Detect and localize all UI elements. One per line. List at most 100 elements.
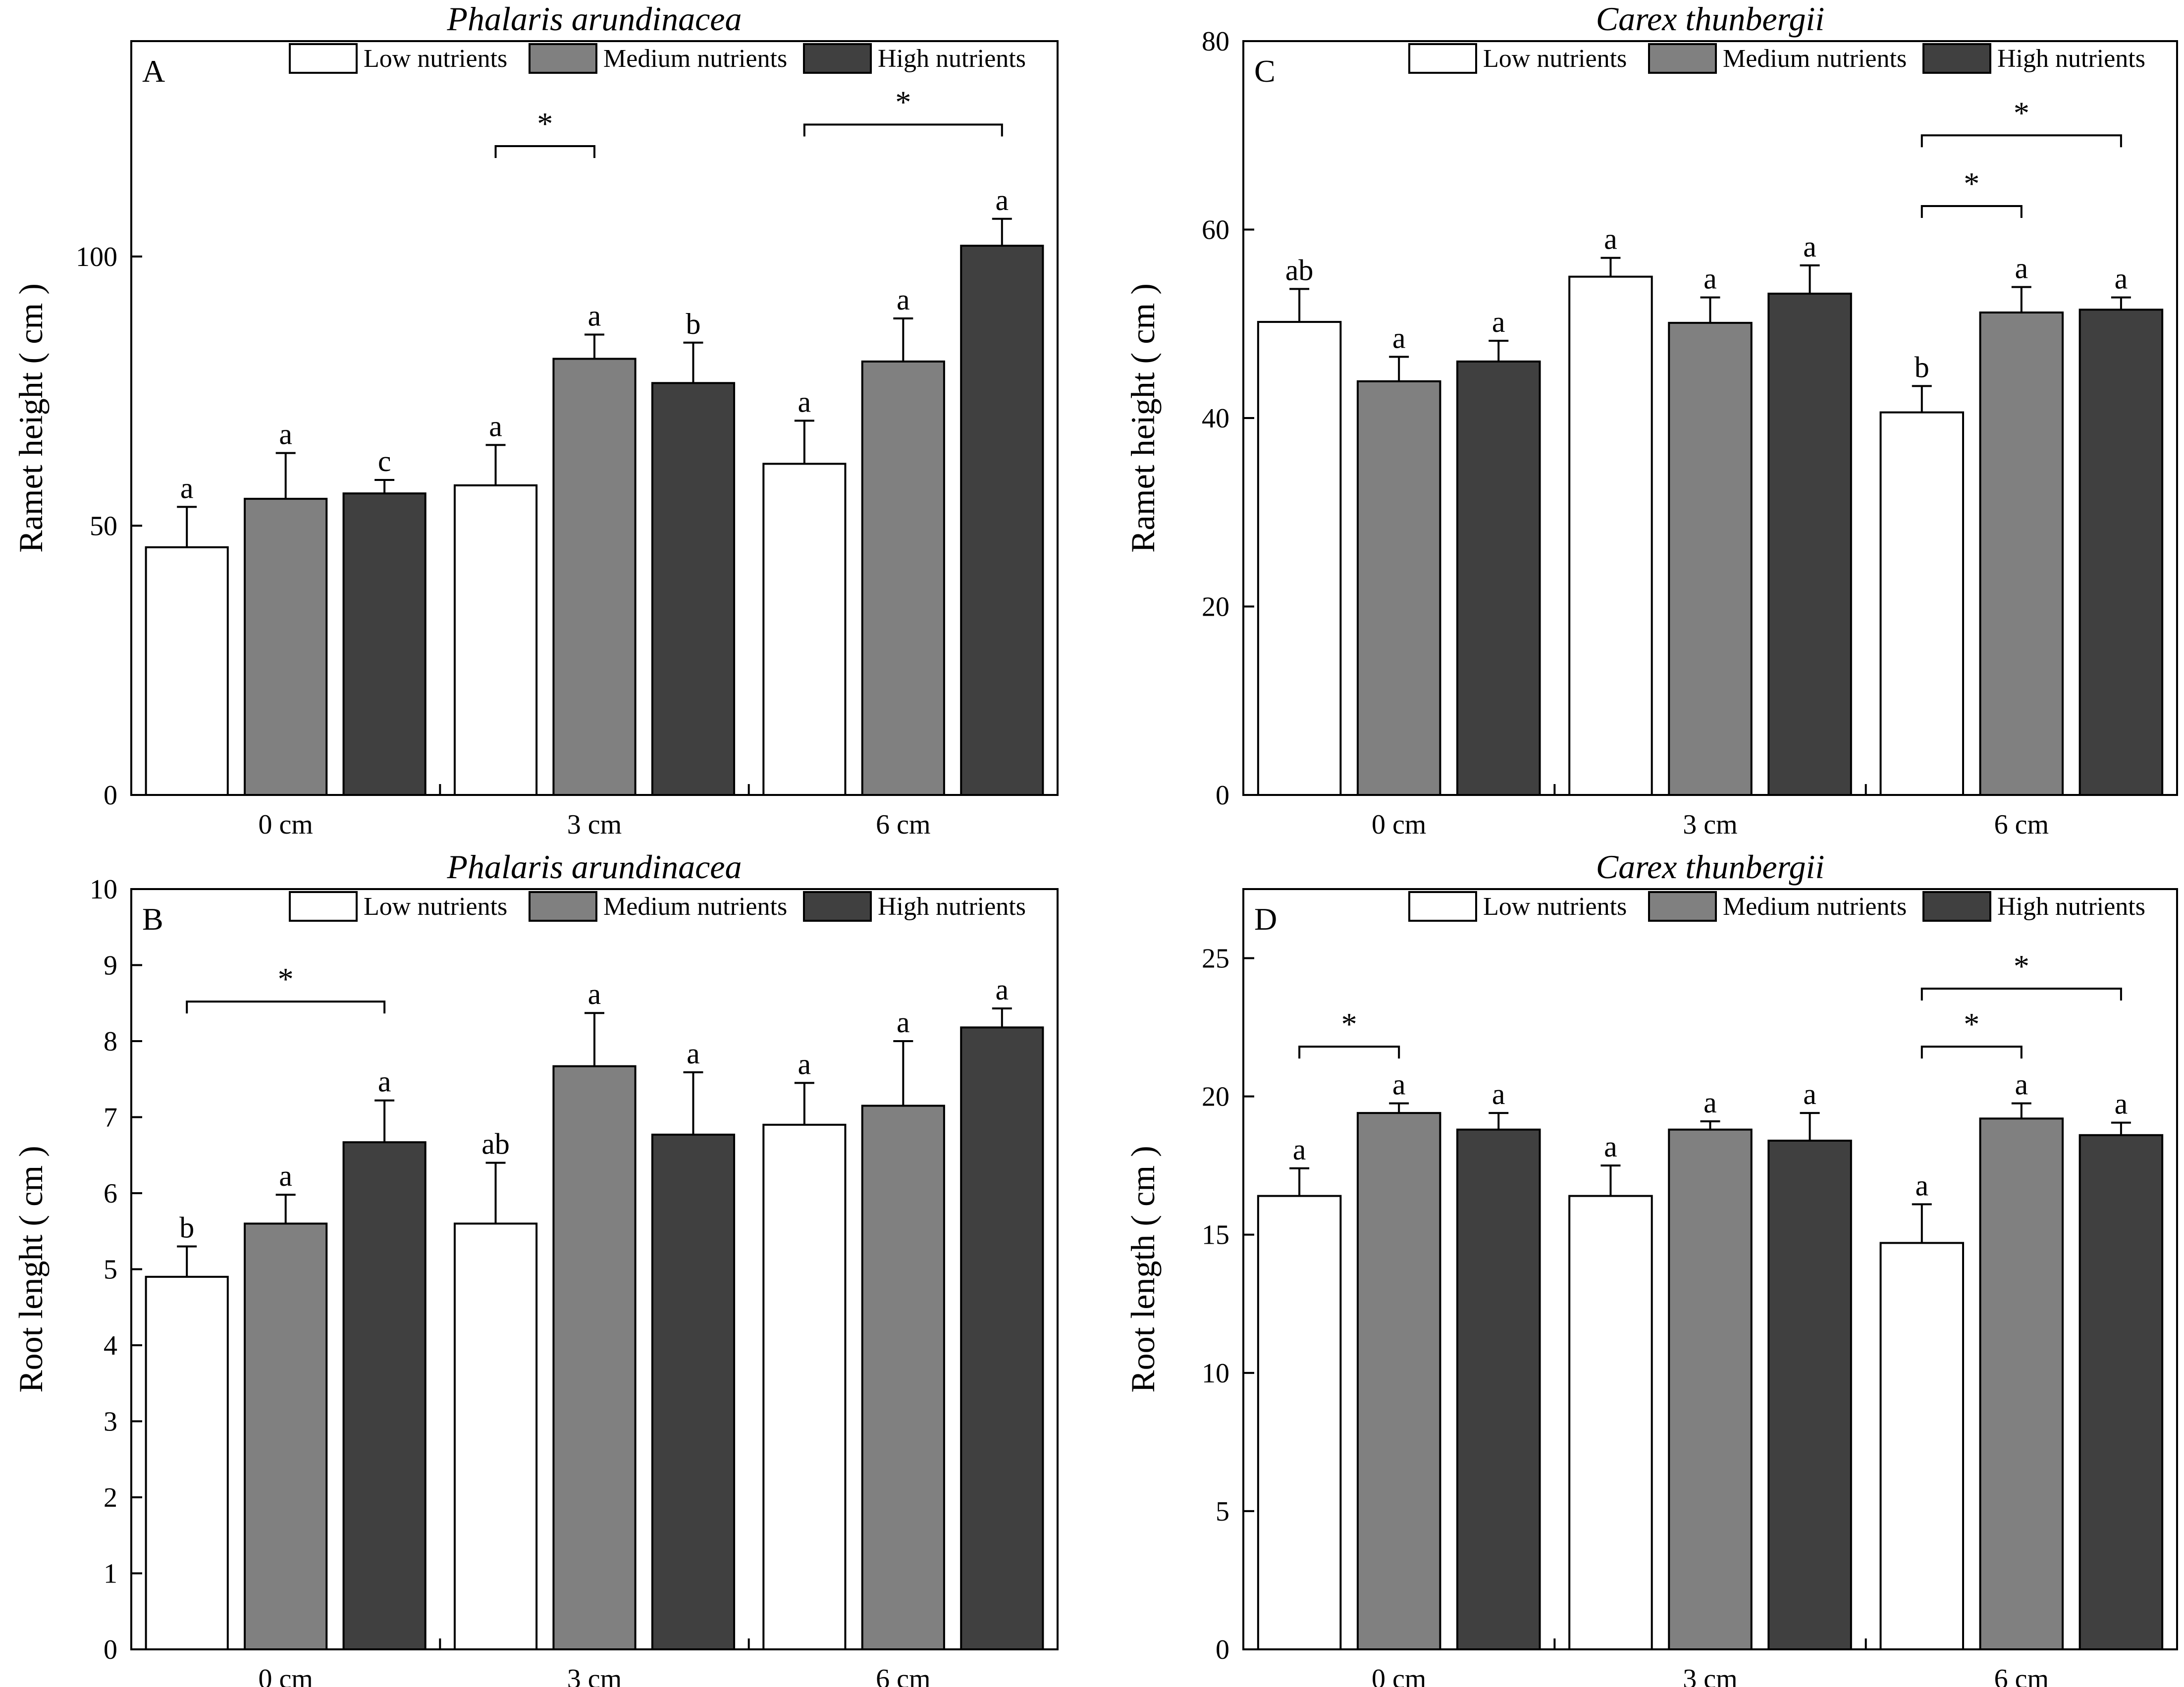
significance-letter: a xyxy=(687,1037,700,1070)
bar xyxy=(1456,360,1541,796)
bar xyxy=(244,1222,328,1650)
significance-letter: a xyxy=(1604,223,1617,256)
significance-letter: a xyxy=(588,978,601,1010)
panel-b: Phalaris arundinacea Root lenght ( cm ) 0 1… xyxy=(12,848,1059,1687)
y-tick-label: 100 xyxy=(76,242,117,272)
significance-star: * xyxy=(1964,166,1979,201)
bar xyxy=(1879,411,1965,796)
legend-swatch xyxy=(1922,891,1991,922)
significance-letter: a xyxy=(1704,1086,1717,1119)
bar xyxy=(861,360,945,796)
bar xyxy=(960,1026,1044,1651)
bar xyxy=(1356,1112,1441,1650)
significance-bracket xyxy=(803,123,1003,137)
legend-label: High nutrients xyxy=(878,893,1026,921)
category-label: 6 cm xyxy=(1994,1664,2049,1687)
panel-letter: A xyxy=(142,53,165,89)
significance-letter: a xyxy=(897,283,910,316)
y-tick-label: 40 xyxy=(1202,403,1229,434)
y-tick-label: 20 xyxy=(1202,1082,1229,1112)
significance-letter: a xyxy=(180,472,194,504)
y-tick-label: 10 xyxy=(90,874,117,905)
significance-bracket xyxy=(186,1001,386,1014)
bar xyxy=(145,1275,229,1651)
significance-letter: b xyxy=(1915,351,1929,383)
bar xyxy=(145,546,229,796)
category-label: 6 cm xyxy=(1994,809,2049,840)
category-label: 3 cm xyxy=(567,809,622,840)
significance-letter: a xyxy=(995,973,1009,1006)
legend-label: Medium nutrients xyxy=(1723,893,1907,921)
legend-label: Low nutrients xyxy=(364,893,507,921)
bar xyxy=(1456,1128,1541,1650)
panel-a: Phalaris arundinacea Ramet height ( cm ) 0… xyxy=(12,0,1059,840)
significance-letter: a xyxy=(1293,1133,1306,1166)
legend-swatch xyxy=(1408,43,1477,74)
bar xyxy=(342,1141,426,1650)
significance-letter: a xyxy=(378,1065,391,1098)
chart-title: Phalaris arundinacea xyxy=(447,848,742,886)
legend-swatch xyxy=(529,891,597,922)
bar xyxy=(651,1133,736,1650)
significance-letter: ab xyxy=(481,1128,510,1160)
category-label: 0 cm xyxy=(258,1664,313,1687)
y-tick-label: 50 xyxy=(90,511,117,541)
legend-swatch xyxy=(1648,43,1717,74)
y-tick-label: 3 xyxy=(104,1407,117,1437)
panel-letter: D xyxy=(1254,901,1277,937)
bar xyxy=(1979,1117,2064,1651)
significance-letter: b xyxy=(686,308,700,340)
y-tick-label: 0 xyxy=(104,780,117,811)
significance-letter: a xyxy=(1803,230,1816,263)
category-label: 0 cm xyxy=(1372,1664,1426,1687)
chart-title: Carex thunbergii xyxy=(1596,848,1824,886)
significance-letter: a xyxy=(1604,1130,1617,1163)
significance-letter: a xyxy=(588,299,601,332)
significance-letter: a xyxy=(1392,1068,1406,1101)
bar xyxy=(861,1105,945,1651)
y-axis-label: Root lenght ( cm ) xyxy=(12,1146,50,1393)
significance-star: * xyxy=(2014,95,2029,130)
significance-letter: a xyxy=(2115,262,2128,295)
y-tick-label: 2 xyxy=(104,1482,117,1513)
legend: Low nutrients Medium nutrients High nutrie… xyxy=(289,891,1026,922)
legend-label: Low nutrients xyxy=(1483,893,1627,921)
significance-bracket xyxy=(494,145,595,158)
y-tick-label: 0 xyxy=(104,1634,117,1665)
legend-label: Medium nutrients xyxy=(603,45,787,73)
legend-swatch xyxy=(289,43,358,74)
bar xyxy=(762,1123,847,1651)
legend-swatch xyxy=(1408,891,1477,922)
category-label: 6 cm xyxy=(876,1664,930,1687)
significance-bracket xyxy=(1298,1046,1400,1059)
bar xyxy=(342,492,426,796)
bar xyxy=(1257,1195,1342,1650)
legend-swatch xyxy=(803,891,872,922)
y-tick-label: 0 xyxy=(1216,1634,1229,1665)
significance-letter: a xyxy=(1392,321,1406,354)
bar xyxy=(552,1065,637,1650)
y-tick-label: 15 xyxy=(1202,1220,1229,1251)
bar xyxy=(1668,321,1753,796)
bar xyxy=(1356,380,1441,796)
significance-letter: a xyxy=(995,184,1009,216)
y-tick-label: 8 xyxy=(104,1026,117,1057)
bar xyxy=(244,498,328,796)
y-axis-label: Root length ( cm ) xyxy=(1124,1146,1162,1393)
bar xyxy=(2078,309,2164,796)
legend-label: Medium nutrients xyxy=(1723,45,1907,73)
chart-title: Phalaris arundinacea xyxy=(447,0,742,38)
category-label: 0 cm xyxy=(1372,809,1426,840)
y-tick-label: 5 xyxy=(1216,1496,1229,1527)
bar xyxy=(453,1222,538,1650)
significance-bracket xyxy=(1920,1046,2023,1059)
y-axis-label: Ramet height ( cm ) xyxy=(12,283,50,553)
significance-letter: a xyxy=(798,1048,811,1080)
bar xyxy=(1979,311,2064,796)
significance-letter: a xyxy=(1915,1169,1928,1202)
category-label: 6 cm xyxy=(876,809,930,840)
bar xyxy=(960,245,1044,796)
legend: Low nutrients Medium nutrients High nutrie… xyxy=(289,43,1026,74)
significance-bracket xyxy=(1920,134,2122,148)
